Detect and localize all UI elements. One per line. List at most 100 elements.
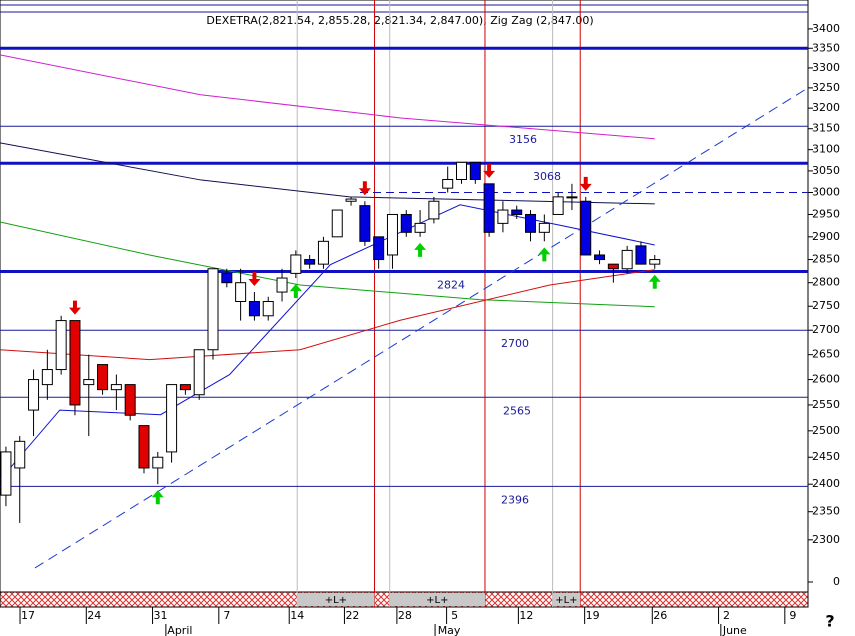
plot-area [0, 0, 809, 593]
band [297, 593, 375, 606]
candle-body [124, 384, 136, 416]
candle-body [538, 222, 550, 233]
ma-line [0, 54, 655, 140]
candle-body [580, 200, 592, 256]
candle-body [566, 196, 578, 199]
y-tick-label: 2300 [812, 533, 840, 546]
month-label: April [167, 624, 192, 636]
candle-body [276, 277, 288, 293]
y-tick-label: 2500 [812, 424, 840, 437]
candle-body [497, 209, 509, 224]
candle-body [152, 456, 164, 469]
candle-body [511, 209, 523, 215]
candle-body [594, 254, 606, 261]
sell-arrow [248, 272, 261, 287]
candle-body [373, 236, 385, 261]
x-tick-label: 9 [789, 609, 796, 622]
x-tick-label: 26 [653, 609, 667, 622]
y-tick-label: 2400 [812, 477, 840, 490]
level-label: 2824 [437, 279, 465, 292]
buy-arrow [289, 284, 302, 299]
ma-line [0, 269, 655, 361]
level-label: 3068 [533, 170, 561, 183]
candle-body [138, 425, 150, 469]
y-tick-label: 3350 [812, 41, 840, 54]
y-tick-label: 3200 [812, 101, 840, 114]
candle-body [345, 198, 357, 202]
sell-arrow [358, 181, 371, 196]
candle-body [41, 369, 53, 386]
candle-body [607, 263, 619, 270]
x-tick-label: 24 [87, 609, 101, 622]
candle-body [290, 254, 302, 274]
band-label: +L+ [426, 595, 448, 606]
sell-arrow [68, 300, 81, 315]
y-tick-label: 2950 [812, 207, 840, 220]
candle-body [400, 213, 412, 233]
candle-body [193, 349, 205, 396]
y-tick-label: 2800 [812, 276, 840, 289]
band-label: +L+ [325, 595, 347, 606]
y-tick-label: 2600 [812, 373, 840, 386]
level-label: 2700 [501, 337, 529, 350]
help[interactable]: ? [825, 612, 834, 631]
y-tick-label: 2450 [812, 450, 840, 463]
x-tick-label: 14 [290, 609, 304, 622]
band [552, 593, 581, 606]
candle-body [442, 178, 454, 189]
x-tick-label: 28 [398, 609, 412, 622]
x-tick-label: 2 [723, 609, 730, 622]
sell-arrow [483, 163, 496, 178]
band-label: +L+ [555, 595, 577, 606]
y-tick-label: 2650 [812, 348, 840, 361]
candle-body [28, 379, 40, 411]
ma-line [0, 221, 655, 308]
candle-body [221, 272, 233, 284]
candle-body [469, 161, 481, 180]
band [389, 593, 485, 606]
candle-body [248, 300, 260, 317]
x-tick-label: 19 [586, 609, 600, 622]
y-tick-label: 2350 [812, 505, 840, 518]
y-tick-label: 2900 [812, 230, 840, 243]
candle-body [262, 300, 274, 317]
buy-arrow [414, 242, 427, 257]
y-tick-label: 3100 [812, 143, 840, 156]
candle-body [621, 249, 633, 270]
ma-line [0, 204, 655, 481]
candle-body [69, 320, 81, 406]
candle-body [235, 282, 247, 302]
candle-body [649, 259, 661, 265]
candle-body [166, 384, 178, 453]
candle-body [552, 196, 564, 215]
candle-body [97, 364, 109, 391]
candle-body [110, 384, 122, 391]
y-tick-label: 2850 [812, 253, 840, 266]
candle-body [428, 200, 440, 220]
y-tick-label: 2550 [812, 398, 840, 411]
candle-body [14, 440, 26, 469]
candle-body [55, 320, 67, 371]
candle-body [483, 183, 495, 233]
level-label: 2565 [503, 404, 531, 417]
level-label: 2396 [501, 493, 529, 506]
level-label: 3156 [509, 133, 537, 146]
candle-body [635, 245, 647, 265]
candle-body [0, 451, 12, 496]
y-tick-label: 3150 [812, 122, 840, 135]
candle-body [525, 213, 537, 233]
candle-body [207, 268, 219, 351]
y-tick-label: 2750 [812, 299, 840, 312]
buy-arrow [538, 247, 551, 262]
chart-title: DEXETRA(2,821.54, 2,855.28, 2,821.34, 2,… [206, 14, 593, 27]
candle-body [455, 161, 467, 180]
x-tick-label: 7 [223, 609, 230, 622]
candle-body [414, 222, 426, 233]
candle-body [304, 259, 316, 265]
y-tick-label: 3300 [812, 61, 840, 74]
candle-body [317, 240, 329, 265]
y-tick-label: 3400 [812, 22, 840, 35]
candle-body [331, 209, 343, 238]
candle-body [359, 205, 371, 242]
